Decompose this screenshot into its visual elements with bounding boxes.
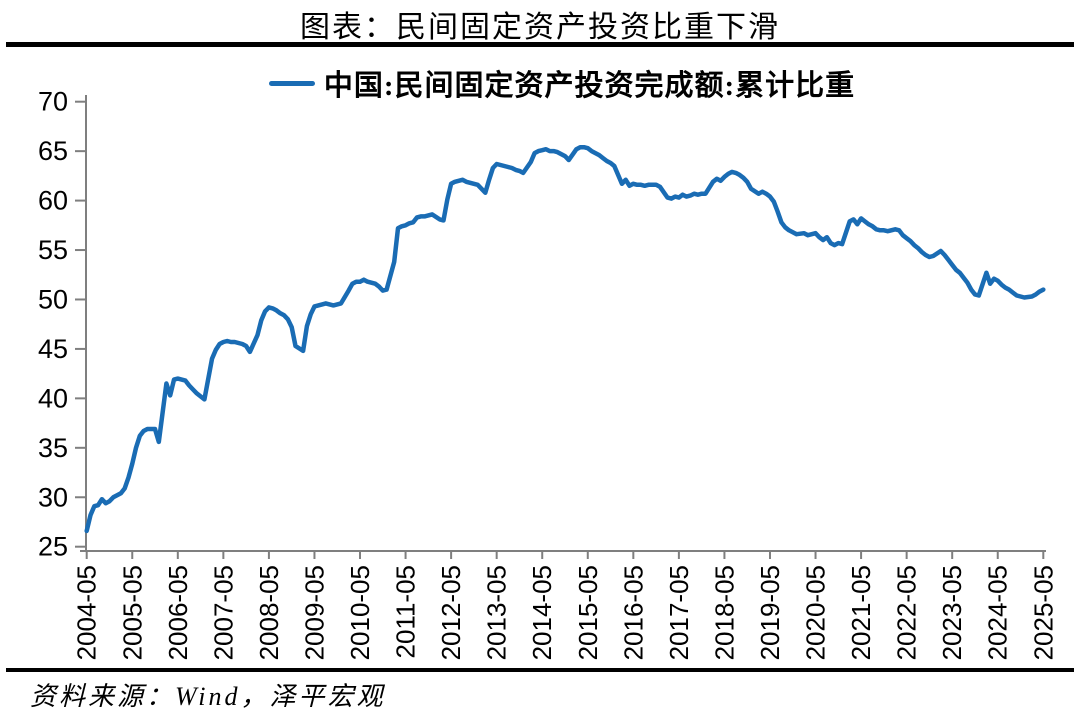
x-axis-tick-label: 2006-05 [163, 565, 193, 660]
x-axis-tick-label: 2004-05 [72, 565, 102, 660]
x-axis-tick-label: 2025-05 [1028, 565, 1058, 660]
x-axis-tick-label: 2011-05 [391, 565, 421, 659]
top-divider [6, 42, 1074, 47]
data-source-note: 资料来源：Wind，泽平宏观 [30, 682, 386, 711]
x-axis-tick-label: 2020-05 [801, 565, 831, 660]
y-axis-tick-label: 70 [38, 87, 68, 117]
x-axis-tick-label: 2013-05 [482, 565, 512, 660]
chart-legend: 中国:民间固定资产投资完成额:累计比重 [0, 62, 1080, 104]
bottom-divider [6, 668, 1074, 672]
y-axis-tick-label: 30 [38, 482, 68, 512]
x-axis-tick-label: 2019-05 [755, 565, 785, 660]
x-axis-tick-label: 2021-05 [846, 565, 876, 660]
series-line [84, 144, 1046, 534]
y-axis-tick-label: 40 [38, 383, 68, 413]
y-axis-tick-label: 55 [38, 235, 68, 265]
x-axis-tick-label: 2012-05 [436, 565, 466, 660]
x-axis-tick-label: 2015-05 [573, 565, 603, 660]
y-axis-tick-label: 25 [38, 532, 68, 562]
y-axis-tick-label: 50 [38, 284, 68, 314]
x-axis-tick-label: 2005-05 [117, 565, 147, 660]
x-axis-tick-label: 2018-05 [709, 565, 739, 660]
x-axis-tick-label: 2016-05 [618, 565, 648, 660]
x-axis-tick-label: 2023-05 [937, 565, 967, 660]
page-title: 图表：民间固定资产投资比重下滑 [300, 11, 780, 44]
x-axis-tick-label: 2017-05 [664, 565, 694, 660]
x-axis-tick-label: 2024-05 [983, 565, 1013, 660]
x-axis-tick-label: 2007-05 [208, 565, 238, 660]
y-axis-tick-label: 45 [38, 334, 68, 364]
y-axis-tick-label: 65 [38, 136, 68, 166]
legend-line-swatch-icon [268, 80, 315, 86]
y-axis-tick-label: 60 [38, 186, 68, 216]
x-axis-tick-label: 2008-05 [254, 565, 284, 660]
legend-series-label: 中国:民间固定资产投资完成额:累计比重 [323, 70, 856, 102]
x-axis-tick-label: 2010-05 [345, 565, 375, 660]
x-axis-tick-label: 2014-05 [527, 565, 557, 660]
y-axis-tick-label: 35 [38, 433, 68, 463]
x-axis-tick-label: 2022-05 [892, 565, 922, 660]
x-axis-tick-label: 2009-05 [299, 565, 329, 660]
